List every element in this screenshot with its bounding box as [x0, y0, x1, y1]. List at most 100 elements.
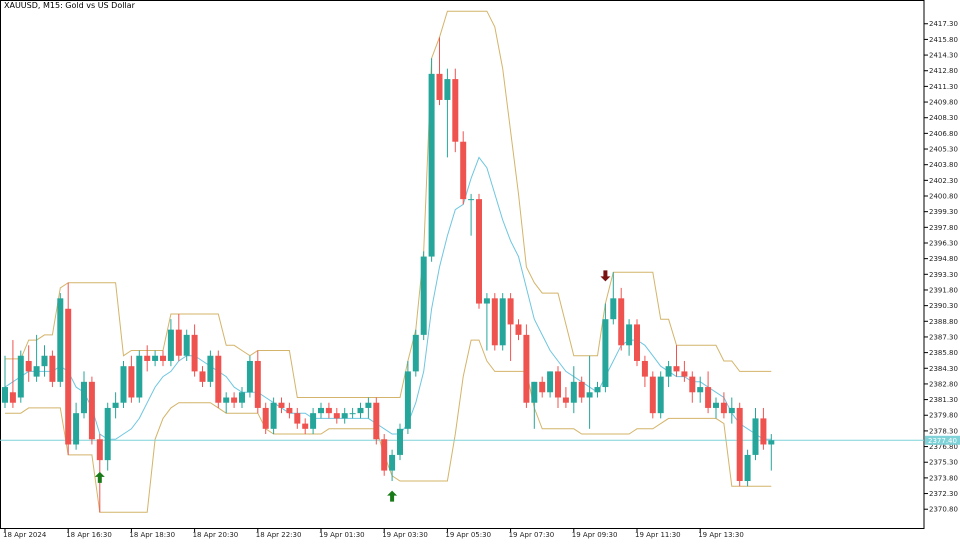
candle-bullish[interactable]	[665, 366, 672, 377]
candle-bearish[interactable]	[144, 355, 151, 361]
candle-bullish[interactable]	[713, 402, 719, 408]
candle-bearish[interactable]	[160, 355, 166, 361]
candle-bearish[interactable]	[555, 371, 561, 398]
candle-bullish[interactable]	[167, 329, 174, 361]
candle-bullish[interactable]	[744, 454, 751, 482]
candle-bearish[interactable]	[634, 324, 640, 361]
candle-bearish[interactable]	[302, 423, 309, 429]
y-tick-label: 2370.80	[929, 506, 958, 514]
candle-bullish[interactable]	[104, 407, 111, 461]
candle-bullish[interactable]	[610, 298, 617, 320]
candle-bullish[interactable]	[483, 298, 490, 304]
candle-bearish[interactable]	[760, 418, 767, 445]
candle-bearish[interactable]	[278, 402, 285, 408]
candle-bullish[interactable]	[586, 392, 593, 398]
candle-bullish[interactable]	[223, 397, 230, 403]
candle-bullish[interactable]	[626, 324, 633, 346]
candle-bearish[interactable]	[539, 381, 546, 393]
candle-bearish[interactable]	[231, 397, 238, 403]
candle-bearish[interactable]	[88, 381, 95, 440]
candle-bearish[interactable]	[649, 376, 656, 414]
candle-bullish[interactable]	[112, 402, 119, 408]
candle-bullish[interactable]	[468, 199, 475, 201]
candle-bullish[interactable]	[499, 298, 506, 346]
candle-bullish[interactable]	[752, 418, 759, 455]
candle-bearish[interactable]	[460, 141, 467, 200]
candle-bullish[interactable]	[17, 355, 24, 398]
candle-bearish[interactable]	[736, 407, 743, 482]
candle-bullish[interactable]	[428, 73, 435, 257]
candle-bearish[interactable]	[673, 366, 680, 372]
candle-bullish[interactable]	[697, 387, 704, 393]
candle-bullish[interactable]	[33, 366, 40, 377]
candle-bullish[interactable]	[120, 366, 127, 403]
candle-bearish[interactable]	[9, 392, 16, 403]
candle-bullish[interactable]	[389, 454, 396, 471]
candle-bullish[interactable]	[136, 355, 143, 398]
candle-bullish[interactable]	[239, 392, 245, 403]
candle-bearish[interactable]	[523, 334, 530, 403]
candle-bullish[interactable]	[270, 402, 277, 429]
candle-bearish[interactable]	[25, 360, 32, 372]
candle-bearish[interactable]	[507, 298, 514, 325]
candle-bearish[interactable]	[175, 329, 182, 356]
candle-bullish[interactable]	[152, 355, 159, 361]
candle-bullish[interactable]	[365, 402, 372, 408]
candle-bullish[interactable]	[404, 371, 411, 429]
candle-bullish[interactable]	[349, 413, 356, 415]
candle-bearish[interactable]	[96, 439, 103, 461]
candle-bearish[interactable]	[199, 371, 206, 382]
candle-bullish[interactable]	[318, 407, 324, 414]
candle-bearish[interactable]	[254, 360, 261, 408]
candle-bearish[interactable]	[128, 366, 135, 398]
candle-bullish[interactable]	[183, 334, 190, 356]
candle-bearish[interactable]	[578, 381, 585, 398]
candle-bearish[interactable]	[562, 397, 569, 403]
candle-bearish[interactable]	[381, 439, 388, 471]
candle-bearish[interactable]	[720, 402, 727, 414]
candle-bearish[interactable]	[436, 73, 443, 100]
candle-bullish[interactable]	[81, 381, 87, 414]
candle-bearish[interactable]	[452, 79, 459, 142]
candle-bearish[interactable]	[373, 402, 380, 440]
candle-bearish[interactable]	[476, 199, 482, 304]
candle-bearish[interactable]	[515, 324, 522, 335]
candle-bullish[interactable]	[397, 428, 403, 455]
candle-bearish[interactable]	[325, 407, 332, 414]
candle-bearish[interactable]	[294, 413, 301, 424]
candle-bearish[interactable]	[689, 376, 696, 393]
candle-bullish[interactable]	[570, 381, 577, 403]
candle-bullish[interactable]	[547, 371, 554, 393]
candle-bullish[interactable]	[310, 413, 317, 429]
candle-bearish[interactable]	[681, 371, 688, 377]
candle-bullish[interactable]	[41, 355, 48, 367]
candle-bearish[interactable]	[641, 360, 648, 377]
candle-bullish[interactable]	[73, 413, 80, 445]
candle-bearish[interactable]	[65, 308, 72, 445]
candle-bullish[interactable]	[594, 387, 601, 393]
candle-bullish[interactable]	[531, 381, 538, 403]
candle-bearish[interactable]	[491, 298, 498, 346]
candle-bullish[interactable]	[207, 355, 214, 382]
candle-bullish[interactable]	[246, 360, 253, 393]
candle-bullish[interactable]	[768, 440, 775, 445]
candle-bullish[interactable]	[341, 413, 348, 419]
candle-bullish[interactable]	[2, 387, 8, 403]
candle-bullish[interactable]	[602, 319, 609, 388]
candle-bearish[interactable]	[215, 355, 222, 403]
candle-bearish[interactable]	[333, 413, 340, 419]
candle-bearish[interactable]	[705, 387, 712, 408]
candle-bullish[interactable]	[728, 407, 735, 414]
candle-bearish[interactable]	[618, 298, 625, 346]
candle-bearish[interactable]	[286, 407, 293, 414]
candle-bearish[interactable]	[49, 355, 56, 382]
candle-bullish[interactable]	[357, 407, 364, 414]
candle-bullish[interactable]	[420, 256, 427, 335]
candle-bullish[interactable]	[57, 298, 64, 382]
candle-bullish[interactable]	[412, 334, 419, 372]
candle-bullish[interactable]	[657, 376, 664, 414]
candle-bearish[interactable]	[262, 407, 269, 429]
candle-bullish[interactable]	[444, 79, 451, 100]
candle-bearish[interactable]	[191, 334, 198, 372]
